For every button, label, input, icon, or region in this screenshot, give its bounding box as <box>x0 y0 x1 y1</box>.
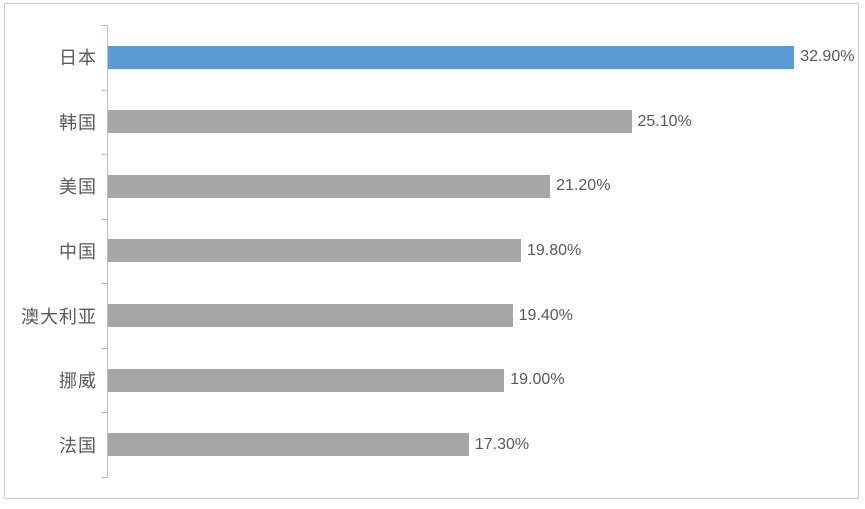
category-label: 挪威 <box>59 371 97 393</box>
category-label: 日本 <box>59 48 97 70</box>
value-label: 21.20% <box>556 177 611 195</box>
y-axis-line <box>107 25 108 478</box>
value-label: 19.00% <box>510 371 565 389</box>
bar-segment <box>108 174 551 198</box>
axis-tick <box>101 477 107 478</box>
bar-row: 美国 21.20% <box>0 154 865 219</box>
bar-rows: 日本 32.90% 韩国 25.10% 美国 21.20% 中国 19.80% 澳大利亚 19.4… <box>0 25 865 477</box>
axis-tick <box>101 347 107 349</box>
bar-row: 中国 19.80% <box>0 219 865 284</box>
bar-segment <box>108 304 513 328</box>
category-label: 澳大利亚 <box>21 306 97 328</box>
axis-tick <box>101 412 107 414</box>
axis-tick <box>101 89 107 91</box>
bar-row: 日本 32.90% <box>0 25 865 90</box>
bar-row: 澳大利亚 19.40% <box>0 283 865 348</box>
bar-row: 挪威 19.00% <box>0 348 865 413</box>
bar-row: 韩国 25.10% <box>0 90 865 155</box>
axis-tick <box>101 25 107 26</box>
value-label: 32.90% <box>800 48 855 66</box>
axis-tick <box>101 218 107 220</box>
bar-segment <box>108 239 521 263</box>
bar-segment <box>108 110 632 134</box>
category-label: 美国 <box>59 177 97 199</box>
bar-row: 法国 17.30% <box>0 412 865 477</box>
category-label: 法国 <box>59 435 97 457</box>
value-label: 19.80% <box>526 241 582 259</box>
value-label: 19.40% <box>518 306 573 324</box>
value-label: 25.10% <box>637 112 692 130</box>
value-label: 17.30% <box>474 435 530 453</box>
category-label: 中国 <box>59 241 97 263</box>
bar-segment <box>108 368 505 392</box>
bar-segment <box>108 45 795 69</box>
bar-segment <box>108 433 469 457</box>
axis-tick <box>101 283 107 285</box>
category-label: 韩国 <box>59 112 97 134</box>
axis-tick <box>101 154 107 156</box>
